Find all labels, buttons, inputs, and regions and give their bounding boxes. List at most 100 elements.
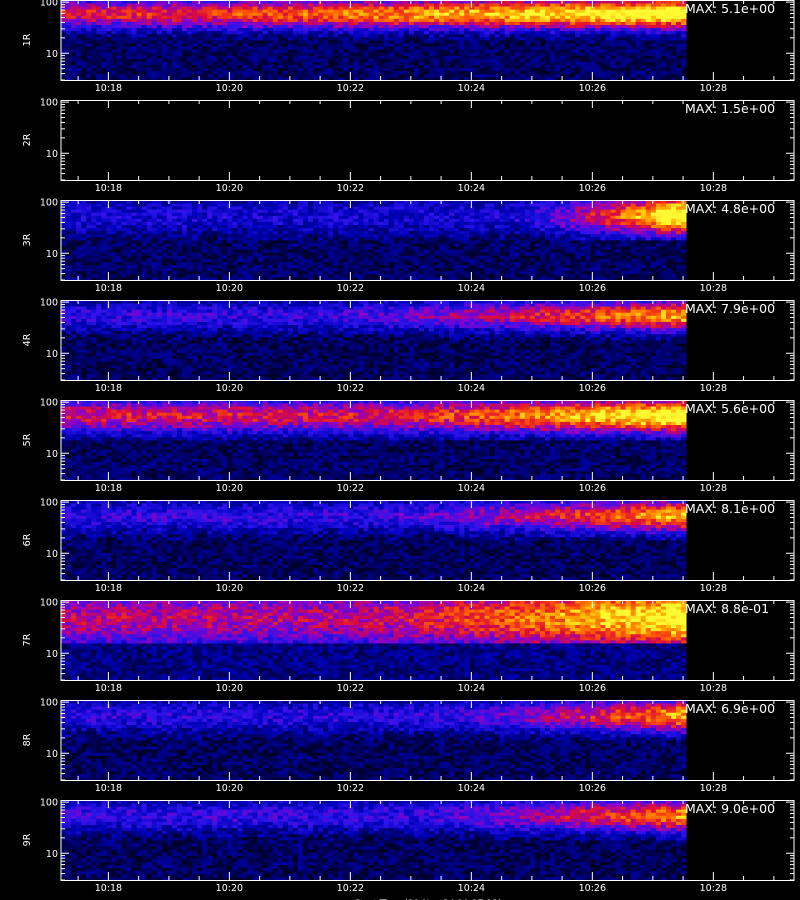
heatmap-cell — [408, 73, 415, 78]
heatmap-cell — [313, 73, 319, 78]
heatmap-cell — [106, 236, 112, 241]
heatmap-cell — [141, 218, 148, 222]
heatmap-cell — [237, 33, 243, 38]
heatmap-cell — [630, 0, 637, 4]
heatmap-cell — [126, 46, 132, 50]
heatmap-cell — [444, 64, 450, 69]
heatmap-cell — [181, 206, 188, 210]
heatmap-cell — [509, 64, 516, 69]
heatmap-cell — [660, 12, 667, 16]
heatmap-cell — [650, 73, 657, 78]
heatmap-cell — [353, 21, 359, 26]
heatmap-cell — [207, 276, 213, 281]
heatmap-cell — [61, 76, 67, 81]
x-tick-label: 10:18 — [95, 83, 122, 94]
heatmap-cell — [151, 221, 158, 226]
heatmap-cell — [297, 3, 304, 7]
heatmap-cell — [247, 49, 253, 53]
heatmap-cell — [590, 33, 596, 38]
heatmap-cell — [328, 233, 334, 238]
heatmap-cell — [605, 52, 611, 56]
heatmap-cell — [670, 70, 677, 75]
heatmap-cell — [66, 76, 72, 81]
heatmap-cell — [116, 264, 122, 269]
heatmap-cell — [111, 255, 117, 259]
heatmap-cell — [202, 273, 208, 278]
heatmap-cell — [116, 15, 122, 19]
heatmap-cell — [101, 236, 107, 241]
heatmap-cell — [333, 203, 339, 207]
heatmap-cell — [66, 240, 72, 244]
heatmap-cell — [222, 46, 228, 50]
heatmap-cell — [66, 233, 72, 238]
heatmap-cell — [161, 55, 168, 59]
heatmap-cell — [227, 276, 233, 281]
heatmap-cell — [459, 55, 465, 59]
heatmap-cell — [524, 3, 531, 7]
heatmap-cell — [156, 270, 163, 275]
heatmap-cell — [166, 224, 173, 229]
heatmap-cell — [353, 15, 359, 19]
heatmap-cell — [181, 27, 188, 32]
heatmap-cell — [630, 36, 637, 41]
heatmap-cell — [217, 52, 223, 56]
heatmap-cell — [252, 203, 259, 207]
heatmap-cell — [76, 67, 82, 72]
heatmap-cell — [393, 73, 400, 78]
heatmap-cell — [156, 221, 163, 226]
heatmap-cell — [101, 76, 107, 81]
heatmap-cell — [86, 243, 92, 247]
heatmap-cell — [267, 203, 274, 207]
heatmap-cell — [595, 21, 601, 26]
heatmap-cell — [232, 15, 238, 19]
heatmap-cell — [358, 264, 364, 269]
heatmap-cell — [187, 258, 193, 262]
heatmap-cell — [539, 76, 546, 81]
heatmap-cell — [131, 240, 138, 244]
heatmap-cell — [474, 61, 480, 66]
heatmap-cell — [484, 43, 490, 47]
heatmap-cell — [282, 12, 289, 16]
heatmap-cell — [61, 230, 67, 235]
heatmap-cell — [393, 9, 400, 13]
heatmap-cell — [348, 27, 354, 32]
heatmap-cell — [126, 0, 132, 4]
heatmap-cell — [434, 64, 440, 69]
heatmap-cell — [181, 9, 188, 13]
heatmap-cell — [197, 267, 203, 272]
heatmap-cell — [358, 33, 364, 38]
heatmap-cell — [106, 221, 112, 226]
x-tick-label: 10:22 — [337, 83, 364, 94]
heatmap-cell — [630, 67, 637, 72]
heatmap-cell — [121, 30, 127, 35]
heatmap-cell — [136, 243, 143, 247]
heatmap-cell — [252, 33, 259, 38]
heatmap-cell — [277, 9, 284, 13]
heatmap-cell — [308, 52, 314, 56]
heatmap-cell — [323, 261, 329, 266]
heatmap-cell — [232, 249, 238, 253]
heatmap-cell — [590, 49, 596, 53]
heatmap-cell — [625, 70, 632, 75]
heatmap-cell — [650, 61, 657, 66]
heatmap-cell — [660, 43, 667, 47]
heatmap-cell — [202, 252, 208, 256]
heatmap-cell — [318, 227, 324, 232]
heatmap-cell — [590, 73, 596, 78]
heatmap-cell — [479, 18, 485, 22]
heatmap-cell — [333, 9, 339, 13]
heatmap-cell — [645, 46, 652, 50]
heatmap-cell — [302, 33, 309, 38]
heatmap-cell — [605, 36, 611, 41]
heatmap-cell — [620, 46, 627, 50]
heatmap-cell — [61, 276, 67, 281]
heatmap-cell — [61, 221, 67, 226]
heatmap-cell — [237, 206, 243, 210]
heatmap-cell — [635, 3, 642, 7]
heatmap-cell — [338, 0, 344, 4]
heatmap-cell — [207, 273, 213, 278]
heatmap-cell — [323, 27, 329, 32]
heatmap-cell — [338, 246, 344, 250]
heatmap-cell — [575, 18, 581, 22]
heatmap-cell — [136, 264, 143, 269]
